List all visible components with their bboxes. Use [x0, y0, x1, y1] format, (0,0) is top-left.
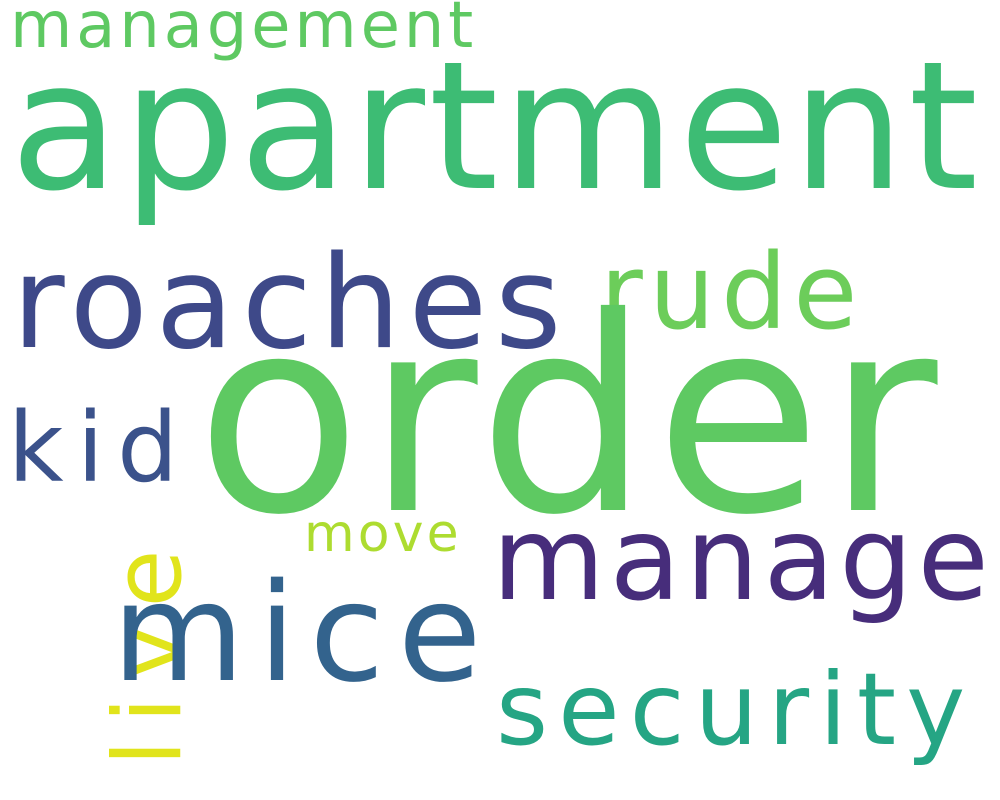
word-kid: kid [8, 392, 192, 504]
word-management: management [10, 0, 478, 63]
word-order: order [196, 259, 943, 574]
word-security: security [496, 651, 976, 768]
word-apartment: apartment [10, 23, 982, 230]
word-move: move [304, 504, 462, 564]
word-mice: mice [112, 555, 496, 713]
word-roaches: roaches [12, 229, 570, 378]
word-rude: rude [600, 231, 864, 353]
word-manager: manager [492, 492, 1000, 627]
